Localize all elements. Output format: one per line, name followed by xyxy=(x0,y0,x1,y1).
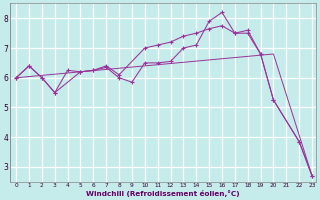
X-axis label: Windchill (Refroidissement éolien,°C): Windchill (Refroidissement éolien,°C) xyxy=(86,190,240,197)
